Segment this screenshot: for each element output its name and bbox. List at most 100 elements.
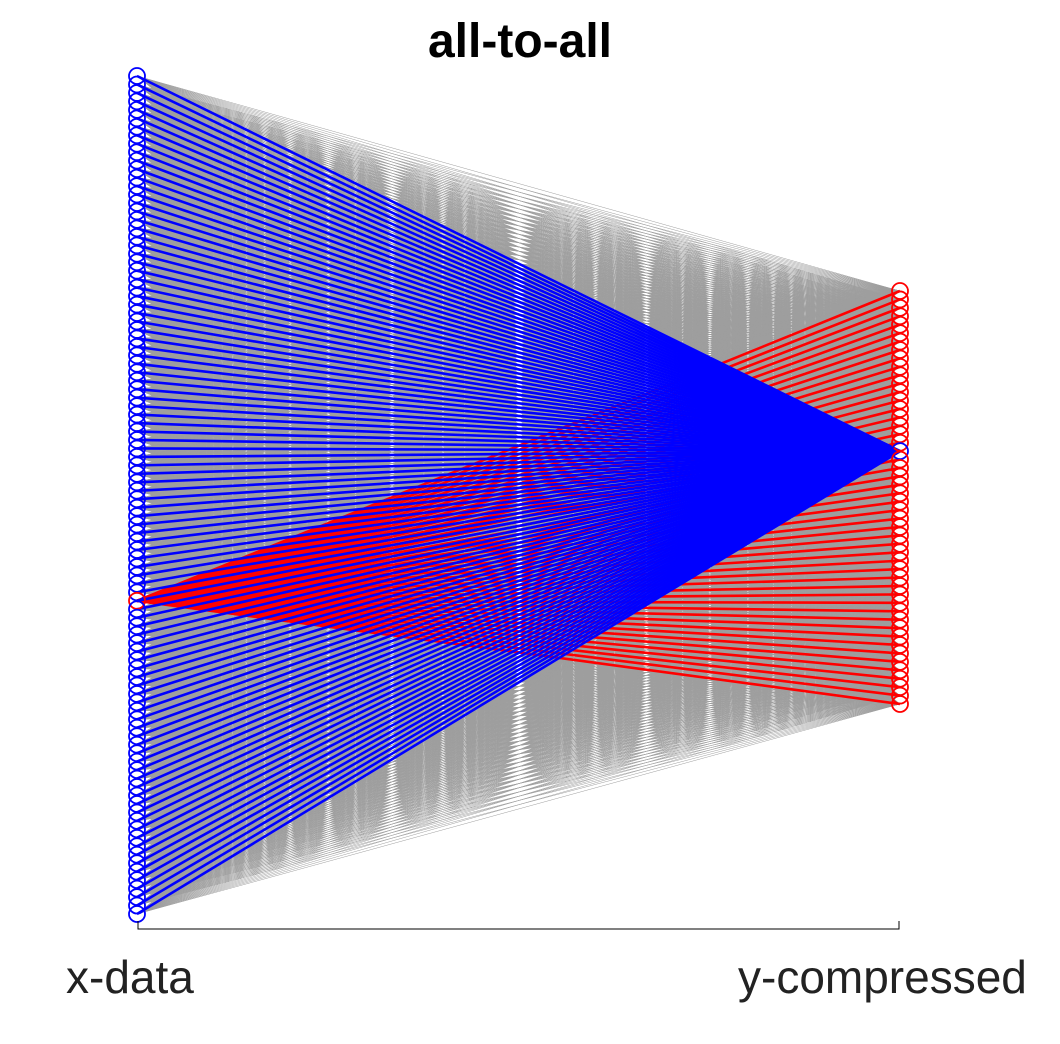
left-node — [128, 718, 146, 737]
left-node — [128, 194, 146, 212]
left-node — [128, 270, 146, 289]
left-node — [128, 100, 146, 119]
right-highlight-edge — [136, 404, 901, 453]
right-highlight-edge — [136, 449, 901, 603]
left-node — [128, 532, 146, 551]
right-highlight-edge — [136, 125, 901, 453]
right-highlight-edge — [136, 449, 901, 493]
right-highlight-edge — [136, 142, 901, 453]
right-highlight-edge — [136, 449, 901, 670]
right-highlight-edge — [136, 227, 901, 453]
left-node — [128, 659, 146, 678]
right-node — [891, 695, 909, 713]
right-highlight-edge — [136, 449, 901, 636]
left-node — [128, 651, 146, 669]
right-highlight-edge — [136, 449, 901, 679]
left-node — [128, 795, 146, 813]
left-node — [128, 304, 146, 322]
left-node — [128, 109, 146, 128]
left-node — [128, 685, 146, 703]
right-highlight-edge — [136, 430, 901, 453]
left-node — [128, 75, 146, 94]
right-highlight-edge — [136, 449, 901, 611]
left-node — [128, 422, 146, 441]
left-axis-label: x-data — [66, 951, 194, 1003]
right-highlight-edge — [136, 337, 901, 453]
left-node — [128, 668, 146, 686]
right-highlight-edge — [136, 449, 901, 620]
right-highlight-edge — [136, 449, 901, 696]
left-node — [128, 397, 146, 416]
left-node — [128, 202, 146, 221]
right-highlight-edge — [136, 159, 901, 453]
left-node — [128, 473, 146, 492]
right-highlight-edge — [136, 286, 901, 453]
left-node — [128, 710, 146, 729]
left-node — [128, 219, 146, 238]
left-node — [128, 811, 146, 830]
left-node — [128, 261, 146, 280]
right-highlight-edge — [136, 449, 901, 721]
left-layer-nodes — [128, 67, 146, 923]
left-node — [128, 761, 146, 780]
right-highlight-edge — [136, 252, 901, 453]
right-highlight-edge — [136, 449, 901, 535]
left-node — [128, 346, 146, 365]
right-highlight-edge — [136, 345, 901, 453]
right-highlight-edge — [136, 269, 901, 453]
right-highlight-edge — [136, 379, 901, 453]
left-node — [128, 871, 146, 890]
left-node — [128, 778, 146, 796]
left-node — [128, 236, 146, 255]
left-node — [128, 321, 146, 339]
left-node — [128, 558, 146, 576]
right-axis-label: y-compressed — [738, 951, 1027, 1003]
figure-title: all-to-all — [427, 15, 612, 68]
left-node — [128, 439, 146, 458]
right-highlight-edge — [136, 210, 901, 453]
right-highlight-edge — [136, 449, 901, 755]
left-node — [128, 905, 146, 923]
left-node — [128, 92, 146, 111]
left-node — [128, 160, 146, 179]
right-highlight-edge — [136, 449, 901, 569]
right-highlight-edge — [136, 450, 901, 916]
right-highlight-edge — [136, 447, 901, 453]
left-node — [128, 312, 146, 331]
left-node — [128, 151, 146, 170]
left-node — [128, 134, 146, 153]
left-node — [128, 363, 146, 382]
right-highlight-edge — [136, 449, 901, 704]
left-node — [128, 253, 146, 272]
right-highlight-edge — [136, 354, 901, 453]
left-node — [128, 168, 146, 187]
left-node — [128, 117, 146, 136]
left-node — [128, 143, 146, 162]
right-layer-nodes — [891, 282, 909, 713]
right-highlight-edge — [136, 449, 901, 653]
right-highlight-edge — [136, 134, 901, 453]
right-highlight-edge — [136, 449, 901, 501]
left-node-highlighted — [128, 591, 146, 610]
left-node — [128, 541, 146, 559]
left-node — [128, 507, 146, 526]
left-node — [128, 786, 146, 805]
left-node — [128, 608, 146, 627]
left-node — [128, 287, 146, 305]
right-highlight-edge — [136, 167, 901, 453]
left-node — [128, 879, 146, 898]
right-highlight-edge — [136, 449, 901, 476]
right-highlight-edge — [136, 449, 901, 577]
right-highlight-edge — [136, 303, 901, 453]
left-node — [128, 803, 146, 822]
left-node — [128, 456, 146, 475]
left-node — [128, 185, 146, 204]
right-highlight-edge — [136, 438, 901, 453]
left-node — [128, 244, 146, 263]
left-node — [128, 388, 146, 407]
right-highlight-edge — [136, 449, 901, 738]
right-highlight-edge — [136, 449, 901, 586]
right-highlight-edge — [136, 449, 901, 763]
right-highlight-edge — [136, 449, 901, 628]
